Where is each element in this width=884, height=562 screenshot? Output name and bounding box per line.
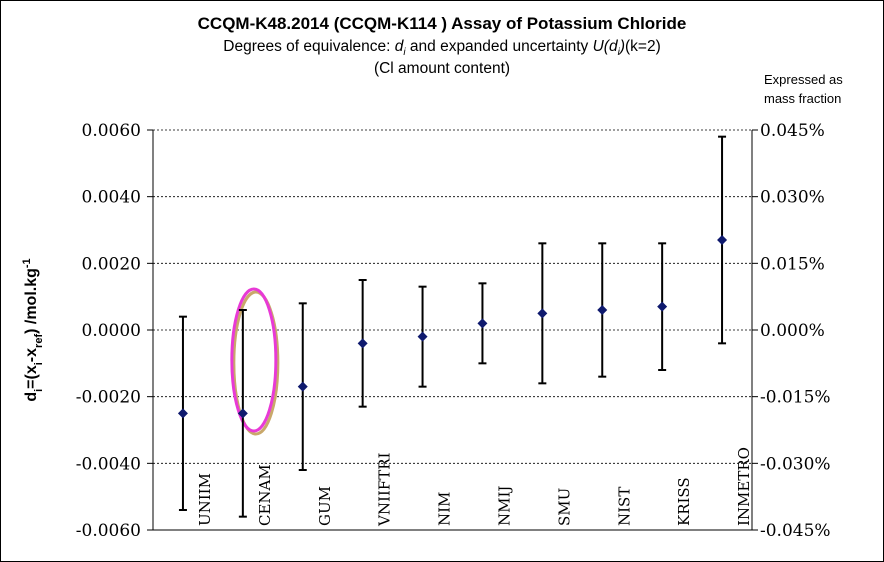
subtitle-mid: and expanded uncertainty (405, 38, 593, 55)
y2-tick-label: 0.015% (760, 254, 825, 274)
category-label: INMETRO (735, 447, 753, 526)
data-point (657, 301, 668, 312)
y-tick-label: -0.0040 (76, 454, 141, 474)
y-tick-label: 0.0000 (82, 321, 141, 341)
data-point (537, 308, 548, 319)
subtitle-prefix: Degrees of equivalence: (223, 38, 395, 55)
y-tick-label: -0.0060 (76, 521, 141, 541)
chart-title: CCQM-K48.2014 (CCQM-K114 ) Assay of Pota… (197, 14, 687, 33)
y-tick-label: -0.0020 (76, 388, 141, 408)
y2-tick-label: -0.030% (760, 454, 831, 474)
y-axis-label: di=(xi-xref) /mol.kg-1 (21, 258, 45, 401)
data-point (477, 318, 488, 329)
chart-subtitle-2: (Cl amount content) (373, 60, 511, 77)
data-point (717, 235, 728, 245)
highlight-ellipse-shadow (232, 290, 280, 436)
data-point (417, 331, 428, 342)
y2-tick-label: 0.030% (760, 188, 825, 208)
y-tick-label: 0.0060 (82, 121, 141, 141)
category-label: SMU (555, 488, 573, 526)
data-point (177, 408, 188, 419)
chart-subtitle: Degrees of equivalence: di and expanded … (0, 38, 884, 58)
data-point (237, 408, 248, 419)
subtitle-di-sub: i (403, 47, 406, 59)
subtitle-U: U(d (592, 38, 618, 55)
category-label: GUM (316, 486, 334, 526)
y2-tick-label: -0.045% (760, 521, 831, 541)
category-label: VNIIFTRI (376, 452, 394, 527)
category-label: UNIIM (196, 473, 214, 526)
data-point (597, 305, 608, 315)
category-label: NIM (436, 492, 454, 526)
right-axis-note-line1: Expressed as (764, 72, 843, 87)
y-tick-label: 0.0020 (82, 254, 141, 274)
data-point (297, 381, 308, 392)
category-label: NIST (615, 487, 633, 526)
category-label: NMIJ (495, 486, 513, 526)
category-label: KRISS (675, 477, 693, 526)
subtitle-suffix: (k=2) (624, 38, 661, 55)
subtitle-U-sub: i (617, 47, 620, 59)
y-tick-label: 0.0040 (82, 188, 141, 208)
subtitle-di: d (394, 38, 404, 55)
y2-tick-label: 0.045% (760, 121, 825, 141)
data-point (357, 338, 368, 349)
y2-tick-label: 0.000% (760, 321, 825, 341)
y2-tick-label: -0.015% (760, 388, 831, 408)
right-axis-note-line2: mass fraction (764, 91, 842, 106)
right-axis-note: Expressed as mass fraction (764, 70, 843, 108)
subtitle-U-close: ) (619, 38, 625, 55)
highlight-ellipse (230, 287, 278, 433)
category-label: CENAM (256, 464, 274, 526)
